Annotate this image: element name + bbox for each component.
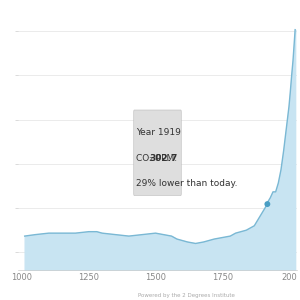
Text: 29% lower than today.: 29% lower than today.: [136, 178, 238, 188]
Text: 302.7: 302.7: [149, 154, 178, 163]
Text: Year 1919: Year 1919: [136, 128, 181, 137]
Text: CO₂ PPM:: CO₂ PPM:: [136, 154, 180, 163]
Point: [265, 202, 270, 206]
FancyBboxPatch shape: [134, 110, 181, 196]
Text: Powered by the 2 Degrees Institute: Powered by the 2 Degrees Institute: [138, 293, 234, 298]
